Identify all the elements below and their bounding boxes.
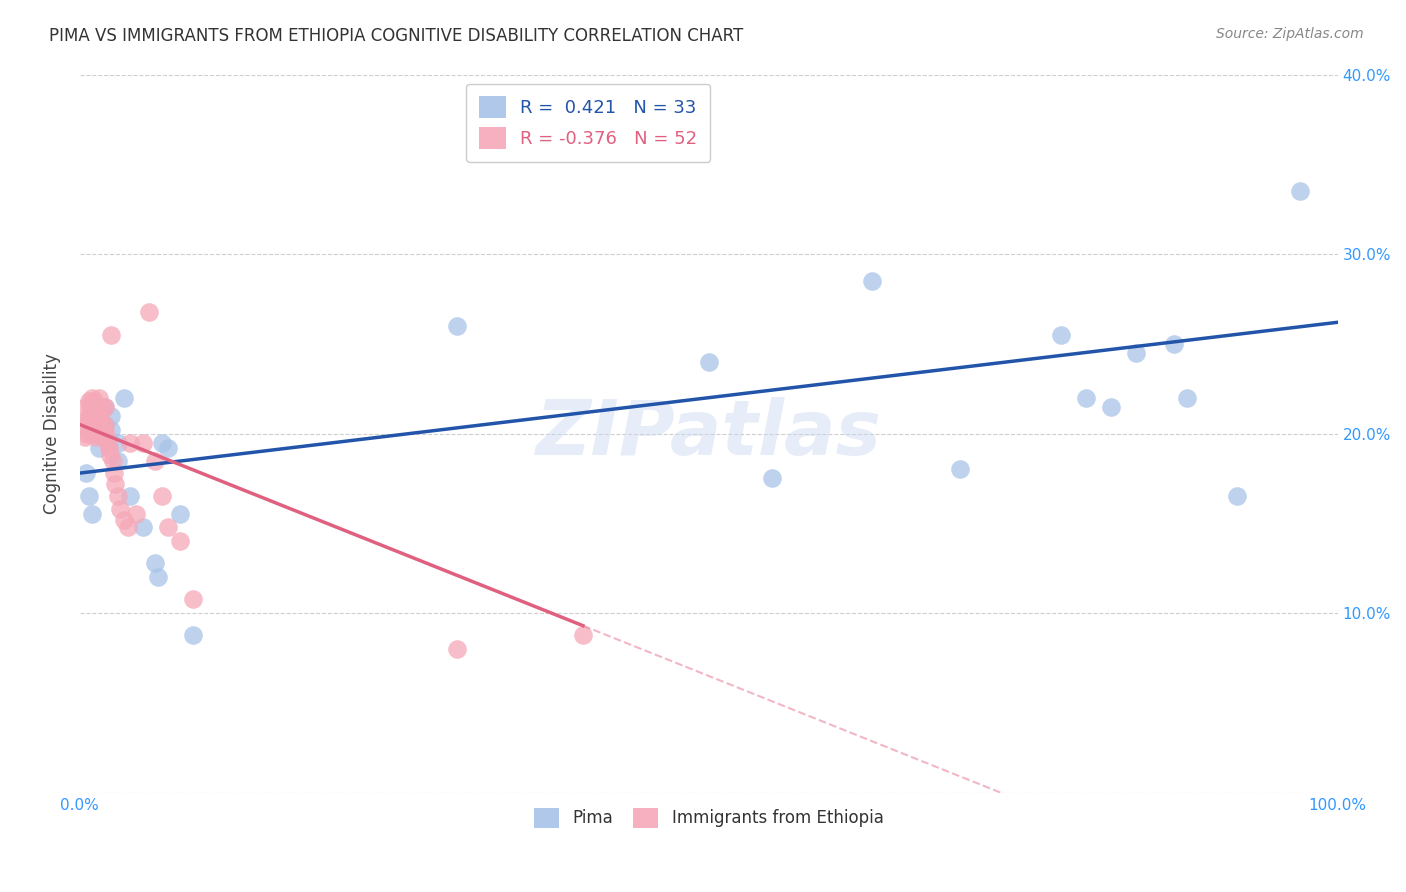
Point: [132, 520, 155, 534]
Point: [117, 520, 139, 534]
Point: [84, 400, 107, 414]
Point: [84, 417, 107, 432]
Point: [96, 435, 118, 450]
Point: [100, 423, 122, 437]
Point: [1163, 336, 1185, 351]
Point: [96, 426, 118, 441]
Point: [91, 417, 114, 432]
Point: [87, 391, 110, 405]
Point: [150, 435, 173, 450]
Point: [82, 391, 104, 405]
Point: [1050, 327, 1073, 342]
Point: [120, 435, 142, 450]
Point: [143, 453, 166, 467]
Legend: Pima, Immigrants from Ethiopia: Pima, Immigrants from Ethiopia: [527, 801, 890, 835]
Point: [76, 426, 98, 441]
Point: [860, 274, 883, 288]
Point: [112, 513, 135, 527]
Point: [156, 520, 179, 534]
Point: [83, 394, 105, 409]
Point: [77, 409, 100, 423]
Point: [98, 448, 121, 462]
Point: [101, 453, 124, 467]
Point: [87, 426, 110, 441]
Point: [104, 476, 127, 491]
Point: [87, 441, 110, 455]
Point: [75, 400, 97, 414]
Point: [107, 490, 129, 504]
Point: [84, 430, 107, 444]
Point: [82, 409, 104, 423]
Point: [181, 591, 204, 606]
Point: [1074, 391, 1097, 405]
Point: [94, 400, 117, 414]
Text: Source: ZipAtlas.com: Source: ZipAtlas.com: [1216, 27, 1364, 41]
Point: [83, 417, 105, 432]
Point: [169, 508, 191, 522]
Point: [156, 441, 179, 455]
Point: [79, 417, 101, 432]
Point: [120, 490, 142, 504]
Point: [80, 405, 103, 419]
Point: [112, 391, 135, 405]
Point: [94, 417, 117, 432]
Point: [125, 508, 148, 522]
Point: [697, 355, 720, 369]
Point: [94, 400, 117, 414]
Point: [93, 430, 115, 444]
Point: [100, 409, 122, 423]
Point: [107, 435, 129, 450]
Point: [89, 409, 111, 423]
Point: [181, 628, 204, 642]
Point: [949, 462, 972, 476]
Point: [100, 327, 122, 342]
Point: [572, 628, 595, 642]
Text: PIMA VS IMMIGRANTS FROM ETHIOPIA COGNITIVE DISABILITY CORRELATION CHART: PIMA VS IMMIGRANTS FROM ETHIOPIA COGNITI…: [49, 27, 744, 45]
Text: ZIPatlas: ZIPatlas: [536, 397, 882, 471]
Point: [108, 502, 131, 516]
Point: [77, 490, 100, 504]
Point: [72, 417, 94, 432]
Point: [103, 466, 125, 480]
Point: [76, 412, 98, 426]
Point: [80, 426, 103, 441]
Point: [73, 430, 96, 444]
Point: [87, 412, 110, 426]
Point: [107, 453, 129, 467]
Point: [1099, 400, 1122, 414]
Point: [1289, 184, 1312, 198]
Point: [91, 400, 114, 414]
Point: [82, 508, 104, 522]
Point: [150, 490, 173, 504]
Point: [84, 409, 107, 423]
Point: [1125, 346, 1147, 360]
Y-axis label: Cognitive Disability: Cognitive Disability: [44, 353, 60, 514]
Point: [446, 318, 468, 333]
Point: [94, 417, 117, 432]
Point: [138, 304, 160, 318]
Point: [75, 466, 97, 480]
Point: [761, 471, 783, 485]
Point: [1226, 490, 1249, 504]
Point: [132, 435, 155, 450]
Point: [90, 426, 112, 441]
Point: [446, 642, 468, 657]
Point: [146, 570, 169, 584]
Point: [79, 400, 101, 414]
Point: [86, 400, 108, 414]
Point: [77, 394, 100, 409]
Point: [1175, 391, 1198, 405]
Point: [97, 441, 120, 455]
Point: [143, 556, 166, 570]
Point: [169, 534, 191, 549]
